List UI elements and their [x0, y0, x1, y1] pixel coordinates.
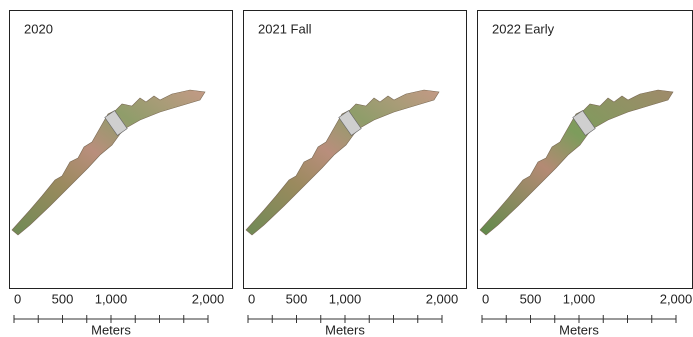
scale-unit: Meters: [559, 322, 599, 337]
scale-label: 0: [482, 291, 489, 306]
map-panel: 2022 Early 0 500 1,000 2,000 Meters: [478, 11, 693, 337]
figure: 2020 0 500 1,000 2,000 Meters 2021 Fall 0 500 1,0…: [0, 0, 693, 337]
panel-title: 2020: [24, 21, 53, 36]
scale-label: 2,000: [660, 291, 693, 306]
scale-label: 0: [248, 291, 255, 306]
scale-unit: Meters: [91, 322, 131, 337]
map-frame: [244, 11, 467, 289]
map-panel: 2020 0 500 1,000 2,000 Meters: [10, 11, 233, 337]
scale-unit: Meters: [325, 322, 365, 337]
scale-label: 500: [52, 291, 74, 306]
scale-label: 1,000: [329, 291, 362, 306]
map-panel: 2021 Fall 0 500 1,000 2,000 Meters: [244, 11, 467, 337]
map-frame: [478, 11, 693, 289]
scale-label: 1,000: [563, 291, 596, 306]
scale-label: 0: [14, 291, 21, 306]
scale-label: 2,000: [192, 291, 225, 306]
map-frame: [10, 11, 233, 289]
scale-label: 500: [520, 291, 542, 306]
panel-title: 2021 Fall: [258, 21, 312, 36]
panel-title: 2022 Early: [492, 21, 555, 36]
scale-label: 500: [286, 291, 308, 306]
scale-label: 1,000: [95, 291, 128, 306]
scale-label: 2,000: [426, 291, 459, 306]
